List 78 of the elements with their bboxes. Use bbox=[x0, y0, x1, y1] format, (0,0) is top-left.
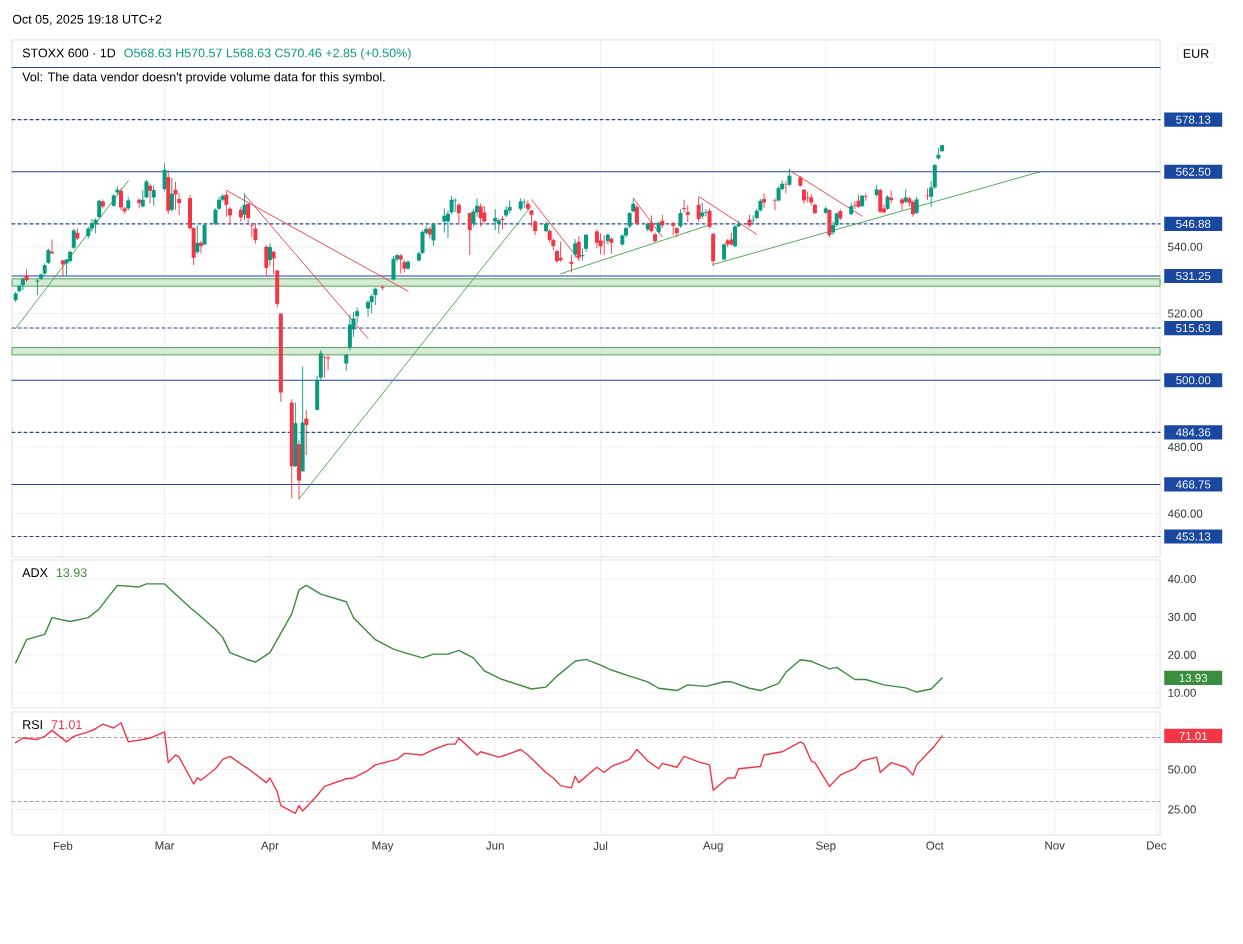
y-tick-label: 540.00 bbox=[1168, 242, 1203, 251]
ref-line-label: 468.75 bbox=[1175, 480, 1211, 489]
candlestick bbox=[322, 355, 327, 378]
x-tick-label: Sep bbox=[816, 841, 836, 852]
text: Oct 05, 2025 19:18 UTC+2 bbox=[12, 14, 162, 26]
candlestick bbox=[238, 206, 243, 223]
ref-line-label: 484.36 bbox=[1175, 428, 1211, 437]
candlestick bbox=[195, 224, 200, 255]
text: 71.01 bbox=[1179, 731, 1208, 741]
y-tick-label: 480.00 bbox=[1167, 442, 1203, 451]
line-series bbox=[14, 583, 943, 693]
text: 13.93 bbox=[56, 568, 87, 578]
candlestick bbox=[264, 244, 269, 277]
ref-line-label: 500.00 bbox=[1176, 376, 1211, 385]
candlestick bbox=[900, 197, 905, 211]
annotation: Vol: The data vendor doesn't provide volume data for this symbol. bbox=[22, 72, 385, 84]
y-tick-label: 20.00 bbox=[1168, 650, 1196, 659]
ref-line-label: 453.13 bbox=[1175, 532, 1211, 541]
candlestick bbox=[703, 208, 708, 217]
candlestick bbox=[493, 208, 498, 231]
y-tick-label: 10.00 bbox=[1168, 688, 1196, 697]
text: ADX bbox=[22, 568, 48, 577]
x-tick-label: Feb bbox=[53, 841, 73, 850]
candlestick bbox=[267, 243, 272, 267]
candlestick bbox=[456, 202, 461, 224]
candlestick bbox=[169, 177, 174, 213]
candlestick bbox=[202, 222, 207, 246]
candlestick bbox=[151, 184, 156, 207]
ref-line-label: 531.25 bbox=[1176, 271, 1211, 281]
line-series bbox=[14, 721, 943, 814]
y-tick-label: 520.00 bbox=[1168, 309, 1203, 318]
candlestick bbox=[852, 200, 857, 210]
y-tick-label: 460.00 bbox=[1167, 509, 1203, 518]
x-tick-label: Oct bbox=[926, 841, 944, 850]
candlestick bbox=[198, 240, 203, 254]
x-tick-label: Jul bbox=[593, 841, 608, 850]
text: 71.01 bbox=[51, 720, 82, 730]
y-axis-title: EUR bbox=[1183, 49, 1209, 58]
y-tick-label: 25.00 bbox=[1168, 805, 1196, 814]
candlestick bbox=[391, 255, 396, 282]
candlestick bbox=[678, 208, 683, 229]
candlestick bbox=[685, 204, 690, 223]
candlestick bbox=[525, 199, 530, 211]
candlestick bbox=[878, 188, 883, 214]
y-tick-label: 50.00 bbox=[1168, 765, 1196, 774]
x-tick-label: Jun bbox=[486, 841, 504, 850]
candlestick bbox=[863, 192, 868, 202]
candlestick bbox=[569, 254, 574, 273]
text: 13.93 bbox=[1179, 673, 1208, 682]
candlestick bbox=[573, 238, 578, 259]
x-tick-label: May bbox=[372, 841, 394, 852]
ref-line-label: 515.63 bbox=[1176, 324, 1211, 333]
text: STOXX 600 · 1D bbox=[22, 48, 116, 58]
candlestick bbox=[246, 202, 251, 225]
candlestick bbox=[304, 409, 309, 456]
candlestick bbox=[805, 191, 810, 203]
candlestick bbox=[35, 278, 40, 296]
candlestick bbox=[347, 314, 352, 351]
candlestick bbox=[772, 197, 777, 211]
x-tick-label: Nov bbox=[1045, 841, 1065, 850]
text: O568.63 H570.57 L568.63 C570.46 +2.85 (+0.50%) bbox=[124, 48, 411, 60]
candlestick bbox=[598, 232, 603, 255]
candlestick bbox=[707, 207, 712, 229]
candlestick bbox=[762, 192, 767, 209]
y-tick-label: 30.00 bbox=[1168, 612, 1196, 621]
x-tick-label: Mar bbox=[155, 841, 175, 850]
text: RSI bbox=[23, 720, 42, 730]
candlestick bbox=[253, 222, 258, 244]
x-tick-label: Dec bbox=[1147, 841, 1167, 850]
y-tick-label: 40.00 bbox=[1167, 574, 1196, 584]
ref-line-label: 562.50 bbox=[1176, 167, 1211, 176]
x-tick-label: Aug bbox=[702, 841, 723, 852]
x-tick-label: Apr bbox=[261, 841, 279, 852]
candlestick bbox=[148, 182, 153, 204]
candlestick bbox=[119, 187, 123, 211]
ref-line-label: 546.88 bbox=[1176, 219, 1211, 228]
ref-line-label: 578.13 bbox=[1176, 115, 1211, 124]
candlestick bbox=[925, 187, 930, 201]
